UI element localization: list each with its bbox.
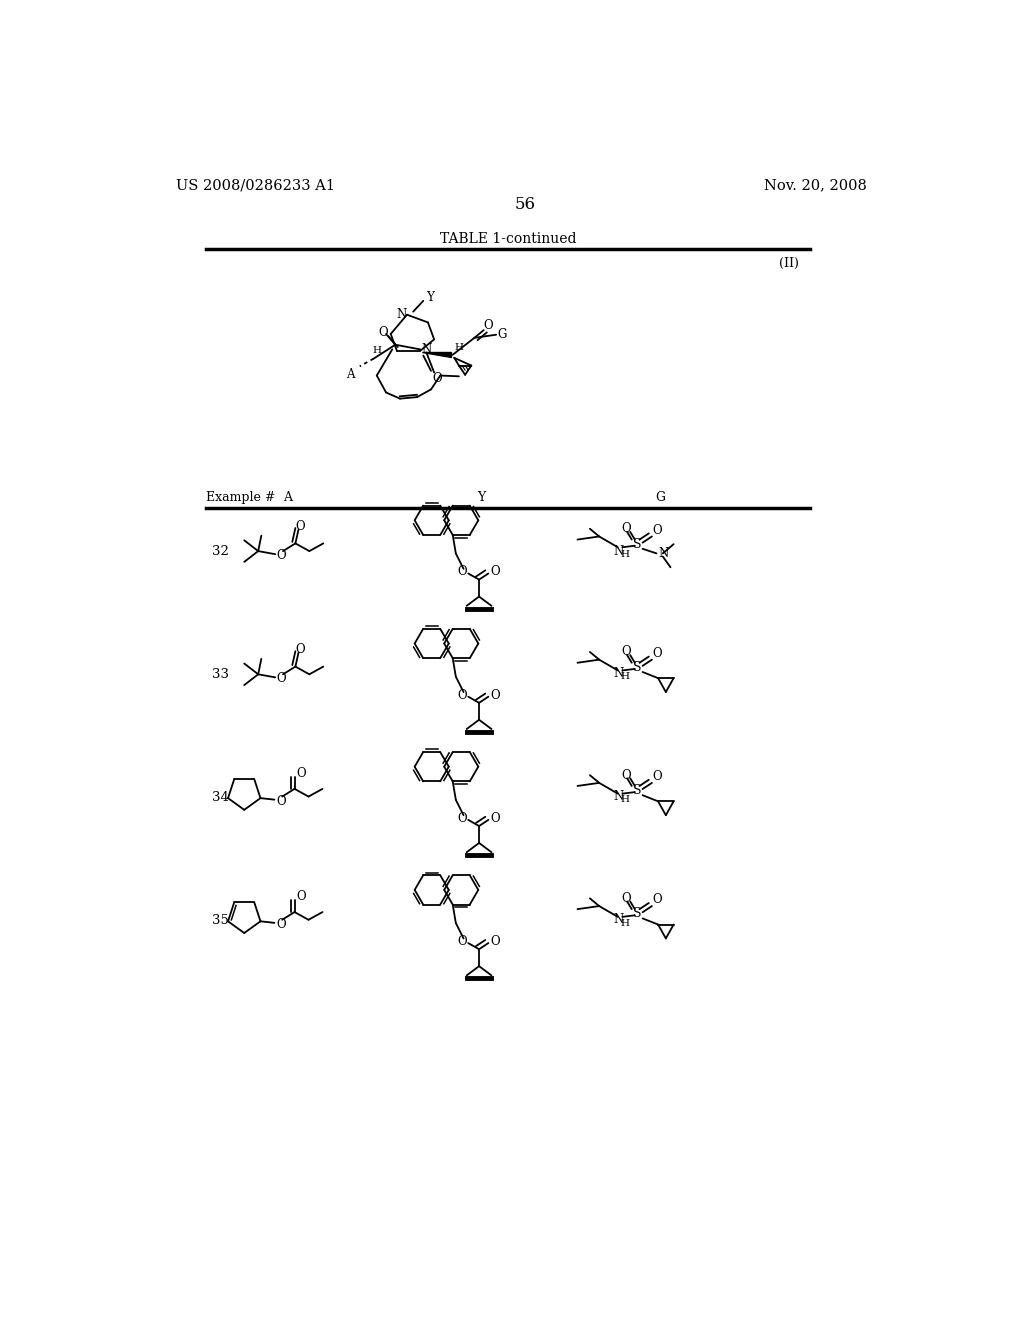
Text: N: N: [613, 667, 624, 680]
Text: H: H: [455, 343, 463, 351]
Text: O: O: [378, 326, 388, 339]
Text: O: O: [458, 689, 467, 702]
Text: O: O: [489, 689, 500, 702]
Text: N: N: [422, 343, 432, 356]
Text: O: O: [621, 768, 631, 781]
Text: (II): (II): [779, 257, 799, 271]
Text: 56: 56: [514, 197, 536, 213]
Text: S: S: [633, 784, 641, 797]
Text: O: O: [483, 319, 494, 333]
Text: O: O: [295, 520, 305, 533]
Text: Nov. 20, 2008: Nov. 20, 2008: [764, 178, 866, 193]
Text: O: O: [621, 645, 631, 659]
Text: O: O: [275, 917, 286, 931]
Text: G: G: [655, 491, 665, 504]
Text: S: S: [633, 537, 641, 550]
Text: O: O: [275, 795, 286, 808]
Text: N: N: [613, 791, 624, 804]
Text: 32: 32: [212, 545, 228, 557]
Text: O: O: [296, 890, 306, 903]
Text: US 2008/0286233 A1: US 2008/0286233 A1: [176, 178, 335, 193]
Text: O: O: [458, 812, 467, 825]
Text: 34: 34: [212, 791, 228, 804]
Text: A: A: [283, 491, 292, 504]
Text: Y: Y: [477, 491, 485, 504]
Text: G: G: [498, 329, 507, 342]
Text: H: H: [621, 550, 630, 560]
Text: S: S: [633, 661, 641, 675]
Text: O: O: [489, 812, 500, 825]
Text: O: O: [296, 767, 306, 780]
Text: N: N: [613, 913, 624, 927]
Text: O: O: [276, 672, 287, 685]
Text: S: S: [633, 907, 641, 920]
Text: O: O: [621, 892, 631, 906]
Text: 33: 33: [212, 668, 228, 681]
Text: TABLE 1-continued: TABLE 1-continued: [439, 232, 575, 247]
Text: O: O: [276, 549, 287, 562]
Text: H: H: [372, 346, 381, 355]
Text: O: O: [489, 565, 500, 578]
Text: O: O: [295, 643, 305, 656]
Text: H: H: [621, 796, 630, 804]
Text: N: N: [658, 546, 669, 560]
Text: H: H: [621, 672, 630, 681]
Polygon shape: [422, 352, 452, 358]
Text: O: O: [458, 565, 467, 578]
Text: O: O: [652, 770, 662, 783]
Text: A: A: [346, 367, 354, 380]
Text: O: O: [432, 372, 442, 385]
Text: O: O: [489, 935, 500, 948]
Text: H: H: [621, 919, 630, 928]
Text: O: O: [652, 647, 662, 660]
Text: O: O: [458, 935, 467, 948]
Text: O: O: [621, 523, 631, 536]
Text: N: N: [396, 308, 407, 321]
Text: O: O: [652, 524, 662, 537]
Text: Example #: Example #: [206, 491, 274, 504]
Text: 35: 35: [212, 915, 228, 927]
Text: O: O: [652, 894, 662, 907]
Text: Y: Y: [426, 292, 434, 305]
Text: N: N: [613, 545, 624, 558]
